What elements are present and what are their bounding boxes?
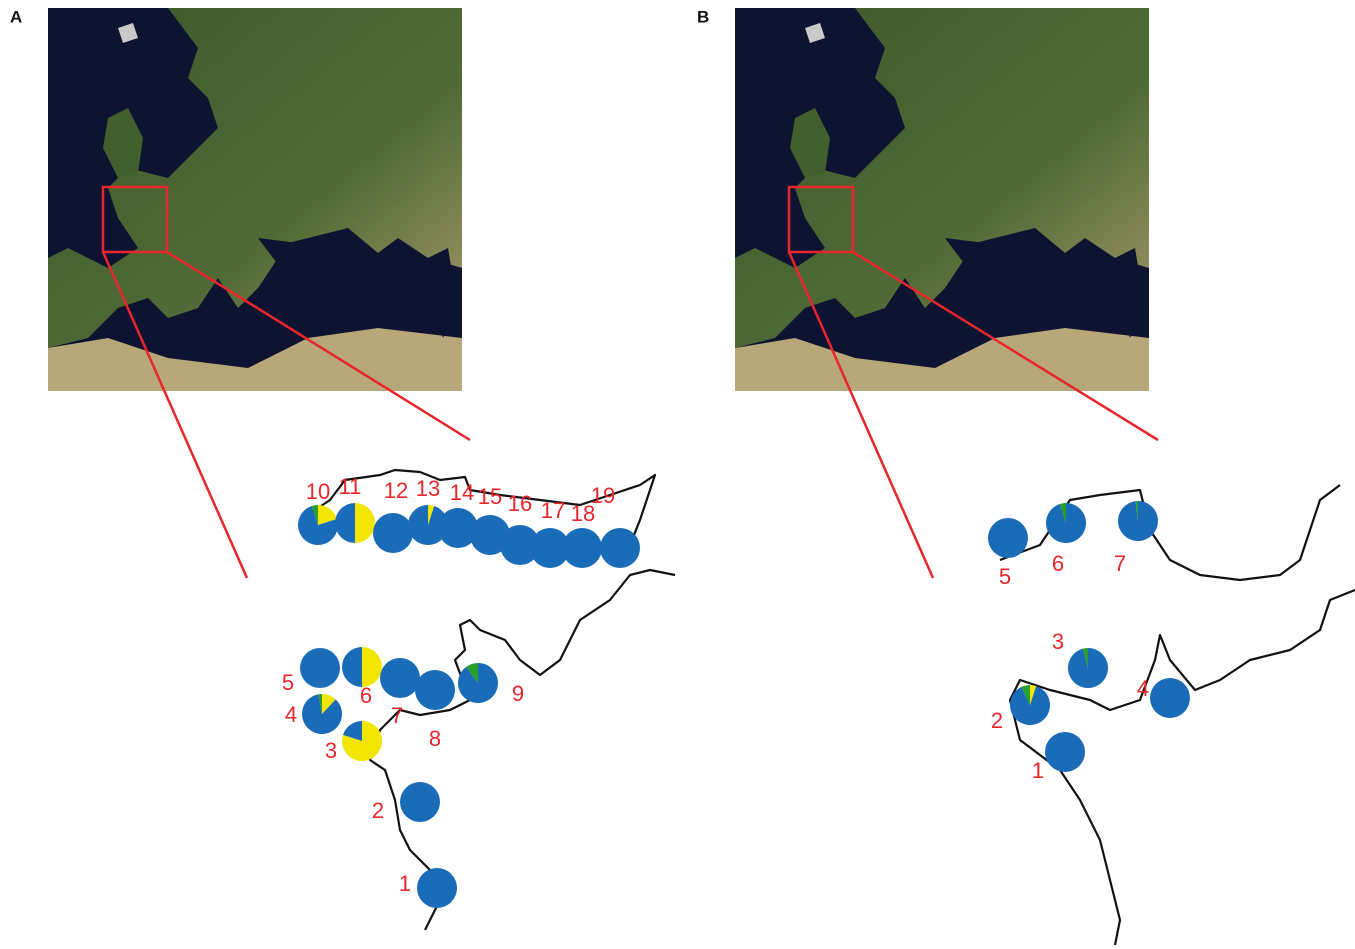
pie [342, 721, 382, 761]
pie-slice [342, 647, 362, 687]
site-label: 4 [1137, 676, 1149, 701]
pie-slice [300, 648, 340, 688]
site-label: 6 [1052, 551, 1064, 576]
site-label: 19 [591, 483, 615, 508]
coastline [370, 570, 675, 930]
pie-slice [562, 528, 602, 568]
pie-slice [1068, 648, 1108, 688]
pie-slice [458, 663, 498, 703]
site-label: 12 [384, 478, 408, 503]
pie-slice [362, 647, 382, 687]
site-label: 5 [999, 564, 1011, 589]
pie-slice [355, 503, 375, 543]
pie [342, 647, 382, 687]
site-label: 1 [399, 871, 411, 896]
site-label: 7 [1114, 551, 1126, 576]
site-label: 4 [285, 702, 297, 727]
site-label: 3 [1052, 629, 1064, 654]
pie [300, 648, 340, 688]
site-label: 7 [391, 703, 403, 728]
pie-slice [1046, 503, 1086, 543]
site-label: 13 [416, 476, 440, 501]
pie [1068, 648, 1108, 688]
site-label: 11 [339, 474, 362, 499]
site-label: 10 [306, 479, 330, 504]
site-label: 2 [372, 798, 384, 823]
site-label: 2 [991, 708, 1003, 733]
pie [415, 670, 455, 710]
pie [373, 513, 413, 553]
pie-slice [417, 868, 457, 908]
pie [1046, 503, 1086, 543]
pie-slice [415, 670, 455, 710]
pie [400, 782, 440, 822]
panel-b-map [735, 8, 1355, 945]
pie [1150, 678, 1190, 718]
site-label: 1 [1032, 758, 1044, 783]
site-label: 15 [478, 484, 502, 509]
site-label: 9 [512, 681, 524, 706]
site-label: 5 [282, 670, 294, 695]
pie [458, 663, 498, 703]
pie-slice [380, 658, 420, 698]
pie-slice [400, 782, 440, 822]
pie [417, 868, 457, 908]
site-label: 6 [360, 683, 372, 708]
pie [1045, 732, 1085, 772]
pie [988, 518, 1028, 558]
pie [1010, 685, 1050, 725]
site-label: 16 [508, 491, 532, 516]
site-label: 17 [541, 498, 565, 523]
figure: A B 123456789101112131415161718191234567 [0, 0, 1355, 949]
pie [600, 528, 640, 568]
pie [380, 658, 420, 698]
panel-label: A [10, 7, 22, 26]
pie [562, 528, 602, 568]
pie-slice [373, 513, 413, 553]
pie [298, 505, 338, 545]
site-label: 8 [429, 726, 441, 751]
pie-slice [600, 528, 640, 568]
pie-slice [1045, 732, 1085, 772]
pie-slice [335, 503, 355, 543]
pie-slice [988, 518, 1028, 558]
panel-label: B [697, 7, 709, 26]
pie [335, 503, 375, 543]
site-label: 14 [450, 480, 474, 505]
site-label: 3 [325, 738, 337, 763]
pie-slice [1150, 678, 1190, 718]
panel-a-map [48, 8, 675, 930]
pie [1118, 501, 1158, 541]
pie [302, 694, 342, 734]
